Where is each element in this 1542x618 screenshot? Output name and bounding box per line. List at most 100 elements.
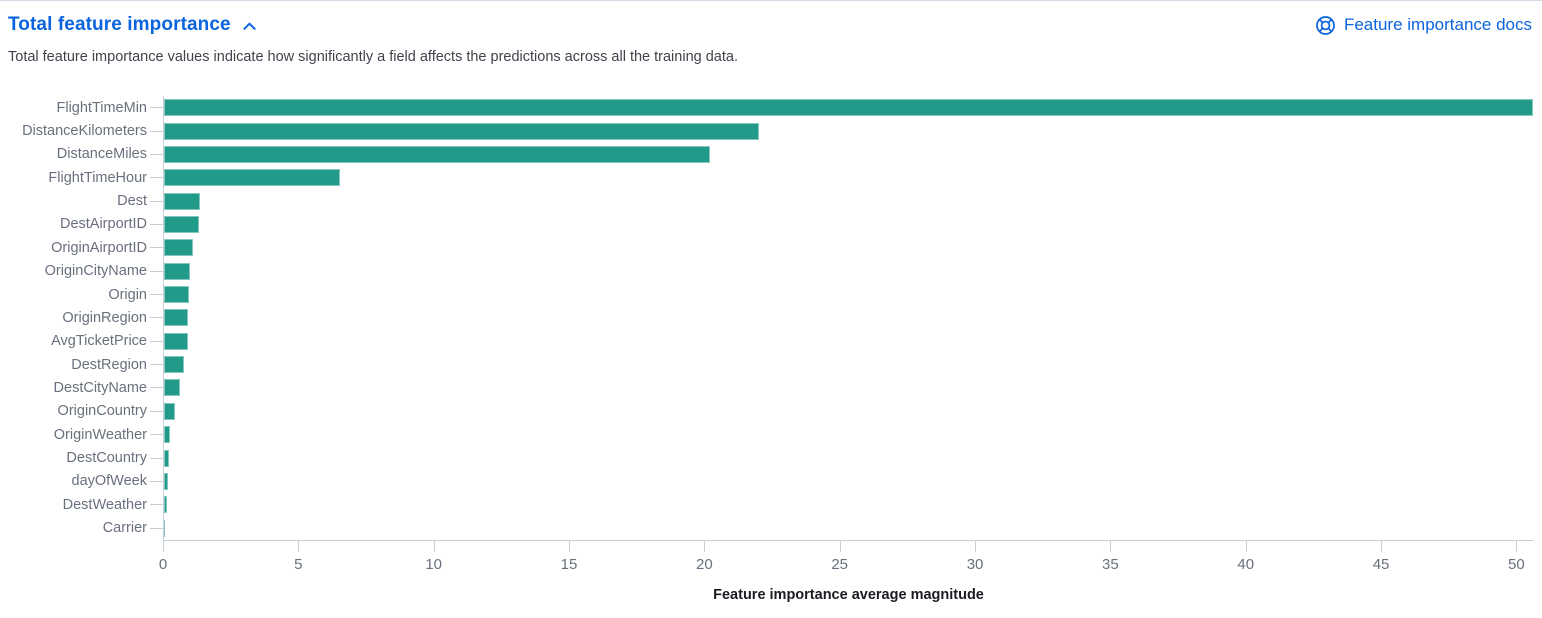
bar-DistanceKilometers[interactable]: [164, 122, 760, 140]
plot-rows: FlightTimeMin DistanceKilometers DistanceM…: [0, 96, 1534, 540]
bar-DestWeather[interactable]: [164, 496, 168, 514]
bar-row: Carrier: [0, 516, 1534, 540]
y-axis-label: OriginAirportID: [51, 239, 147, 256]
bar-row: DistanceMiles: [0, 142, 1534, 167]
x-axis-tick-label: 40: [1237, 555, 1255, 573]
bar-Origin[interactable]: [164, 286, 190, 304]
y-axis-tick: [150, 130, 163, 132]
bar-OriginWeather[interactable]: [164, 426, 170, 444]
bar-DistanceMiles[interactable]: [164, 145, 711, 163]
y-axis-tick: [150, 457, 163, 459]
x-axis-tick-label: 15: [560, 555, 578, 573]
y-axis-tick: [150, 527, 163, 529]
x-axis-tick: [975, 540, 977, 552]
bar-AvgTicketPrice[interactable]: [164, 332, 188, 350]
x-axis-tick: [569, 540, 571, 552]
bar-OriginCityName[interactable]: [164, 262, 191, 280]
row-plot-area: [163, 329, 1534, 353]
row-plot-area: [163, 96, 1534, 120]
bar-row: DestCountry: [0, 446, 1534, 470]
y-axis-label: FlightTimeMin: [56, 99, 147, 116]
y-axis-tick: [150, 434, 163, 436]
y-axis-tick: [150, 480, 163, 482]
x-axis-tick: [433, 540, 435, 552]
section-collapse-toggle[interactable]: Total feature importance: [8, 14, 257, 36]
y-axis-tick: [150, 410, 163, 412]
row-plot-area: [163, 259, 1534, 283]
x-axis-title: Feature importance average magnitude: [713, 586, 984, 603]
row-plot-area: [163, 446, 1534, 470]
chevron-up-icon[interactable]: [242, 19, 257, 34]
feature-importance-docs-link[interactable]: Feature importance docs: [1315, 15, 1532, 36]
bar-row: OriginCityName: [0, 259, 1534, 283]
y-axis-tick: [150, 340, 163, 342]
bar-OriginCountry[interactable]: [164, 402, 176, 420]
row-plot-area: [163, 399, 1534, 424]
row-plot-area: [163, 236, 1534, 260]
bar-DestRegion[interactable]: [164, 356, 184, 374]
bar-DestCityName[interactable]: [164, 379, 180, 397]
y-axis-tick: [150, 153, 163, 155]
bar-DestCountry[interactable]: [164, 449, 169, 467]
bar-row: OriginCountry: [0, 399, 1534, 424]
bar-FlightTimeMin[interactable]: [164, 99, 1533, 117]
bar-row: AvgTicketPrice: [0, 329, 1534, 353]
x-axis-tick: [1245, 540, 1247, 552]
bar-row: FlightTimeHour: [0, 166, 1534, 190]
bar-row: DistanceKilometers: [0, 119, 1534, 143]
y-axis-label: DestCityName: [53, 379, 147, 396]
bar-row: OriginWeather: [0, 423, 1534, 447]
y-axis-label: OriginRegion: [62, 309, 147, 326]
bar-row: DestAirportID: [0, 212, 1534, 237]
bar-Dest[interactable]: [164, 192, 201, 210]
row-plot-area: [163, 516, 1534, 540]
bar-row: OriginRegion: [0, 306, 1534, 330]
y-axis-tick: [150, 294, 163, 296]
x-axis-tick: [163, 540, 164, 552]
bar-Carrier[interactable]: [164, 519, 166, 537]
x-axis-tick: [1516, 540, 1518, 552]
y-axis-label: DestCountry: [66, 450, 147, 467]
bar-OriginAirportID[interactable]: [164, 239, 193, 257]
x-axis-tick-label: 50: [1508, 555, 1525, 573]
bar-dayOfWeek[interactable]: [164, 472, 169, 490]
docs-link-label: Feature importance docs: [1343, 15, 1532, 34]
y-axis-label: DistanceKilometers: [22, 123, 147, 140]
bar-DestAirportID[interactable]: [164, 215, 200, 233]
row-plot-area: [163, 469, 1534, 494]
bar-OriginRegion[interactable]: [164, 309, 189, 327]
y-axis-label: DestRegion: [71, 356, 147, 373]
y-axis-tick: [150, 200, 163, 202]
row-plot-area: [163, 189, 1534, 213]
y-axis-label: OriginWeather: [53, 426, 147, 443]
bar-row: FlightTimeMin: [0, 96, 1534, 120]
bar-row: DestRegion: [0, 352, 1534, 377]
x-axis-tick: [1110, 540, 1112, 552]
bar-row: dayOfWeek: [0, 469, 1534, 494]
row-plot-area: [163, 376, 1534, 400]
y-axis-label: Carrier: [102, 520, 147, 537]
bar-row: Dest: [0, 189, 1534, 213]
y-axis-label: dayOfWeek: [71, 473, 148, 490]
bar-row: OriginAirportID: [0, 236, 1534, 260]
feature-importance-chart: FlightTimeMin DistanceKilometers DistanceM…: [0, 96, 1534, 603]
x-axis-tick-label: 20: [696, 555, 713, 573]
x-axis-tick-label: 30: [966, 555, 984, 573]
row-plot-area: [163, 212, 1534, 237]
y-axis-label: FlightTimeHour: [48, 169, 147, 186]
y-axis-label: DistanceMiles: [56, 146, 147, 163]
row-plot-area: [163, 166, 1534, 190]
x-axis-tick: [298, 540, 300, 552]
x-axis-tick-label: 25: [831, 555, 849, 573]
x-axis-tick: [839, 540, 841, 552]
bar-FlightTimeHour[interactable]: [164, 169, 340, 187]
y-axis-tick: [150, 387, 163, 389]
y-axis-label: OriginCityName: [44, 263, 147, 280]
row-plot-area: [163, 493, 1534, 517]
panel-header: Total feature importance Feature importa…: [8, 14, 1532, 36]
y-axis-label: DestWeather: [62, 496, 147, 513]
y-axis-label: AvgTicketPrice: [51, 333, 147, 350]
section-title: Total feature importance: [8, 14, 231, 35]
y-axis-label: Dest: [117, 193, 147, 210]
y-axis-label: Origin: [108, 286, 147, 303]
